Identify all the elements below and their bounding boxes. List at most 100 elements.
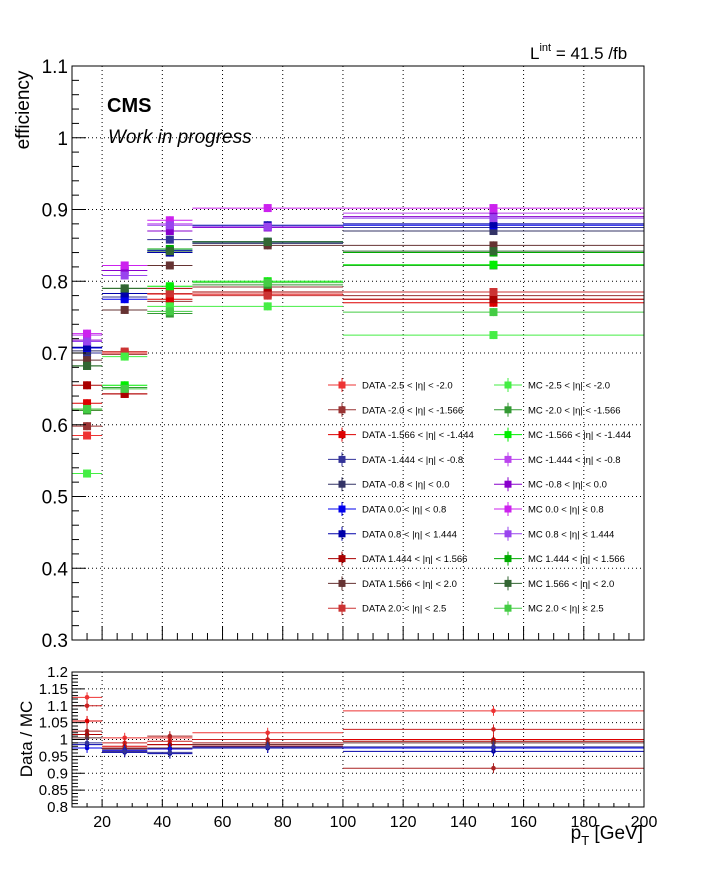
ratio-y-tick-label: 0.85 [39, 782, 68, 799]
legend-label: DATA -0.8 < |η| < 0.0 [362, 480, 450, 491]
series-14 [72, 212, 644, 345]
legend-entry: MC 1.444 < |η| < 1.566 [494, 551, 625, 566]
ratio-y-tick-label: 0.8 [47, 799, 68, 816]
legend-marker [504, 431, 512, 439]
data-point [165, 295, 174, 304]
series-13 [72, 209, 644, 340]
ratio-point [491, 744, 496, 750]
data-point [165, 247, 174, 256]
series-4 [72, 227, 644, 355]
ratio-point [84, 740, 90, 746]
data-point [489, 241, 498, 250]
legend-label: DATA 2.0 < |η| < 2.5 [362, 604, 446, 615]
y-tick-label: 0.6 [42, 416, 68, 437]
legend-label: MC 1.444 < |η| < 1.566 [528, 554, 625, 565]
series-18 [72, 237, 644, 370]
data-point [120, 266, 129, 275]
y-tick-label: 0.7 [42, 344, 68, 365]
legend-marker [504, 604, 512, 612]
legend-marker [338, 381, 346, 389]
series-17 [72, 237, 644, 370]
x-tick-label: 80 [274, 814, 292, 831]
legend-label: DATA -1.444 < |η| < -0.8 [362, 455, 463, 466]
legend-marker [504, 480, 512, 488]
x-tick-label: 120 [390, 814, 417, 831]
legend-marker [338, 579, 346, 587]
legend-entry: MC -2.5 < |η| < -2.0 [494, 378, 610, 392]
data-point [489, 295, 498, 304]
legend-entry: DATA 0.8 < |η| < 1.444 [328, 526, 457, 541]
data-point [120, 271, 129, 280]
data-point [83, 399, 92, 408]
data-point [165, 307, 174, 316]
legend-entry: DATA -1.444 < |η| < -0.8 [328, 452, 463, 467]
legend-label: DATA -1.566 < |η| < -1.444 [362, 430, 474, 441]
legend: DATA -2.5 < |η| < -2.0 DATA -2.0 < |η| < … [328, 378, 631, 616]
data-point [83, 343, 92, 352]
y-tick-label: 1.1 [42, 57, 68, 78]
ratio-y-tick-label: 0.95 [39, 748, 68, 765]
series-3 [72, 223, 644, 357]
data-point [120, 261, 129, 270]
legend-entry: MC 0.0 < |η| < 0.8 [494, 502, 604, 516]
legend-marker [338, 604, 346, 612]
data-point [489, 308, 498, 317]
ratio-point [84, 735, 90, 741]
ratio-marks [72, 692, 644, 774]
legend-entry: DATA 1.444 < |η| < 1.566 [328, 551, 467, 566]
data-point [120, 295, 129, 304]
legend-marker [504, 455, 512, 463]
legend-marker [338, 505, 346, 513]
ratio-point [167, 733, 173, 739]
y-tick-label: 0.3 [42, 631, 68, 652]
legend-entry: DATA -0.8 < |η| < 0.0 [328, 477, 450, 492]
data-point [83, 337, 92, 346]
x-tick-label: 160 [510, 814, 537, 831]
series-9 [72, 288, 644, 415]
legend-entry: MC -0.8 < |η| < 0.0 [494, 477, 607, 492]
y-tick-label: 1 [57, 129, 68, 150]
data-point [489, 331, 498, 340]
legend-entry: DATA 1.566 < |η| < 2.0 [328, 576, 457, 591]
ratio-point [491, 708, 496, 714]
legend-label: MC -2.0 < |η| < -1.566 [528, 405, 621, 416]
ratio-point [122, 749, 127, 754]
data-point [120, 284, 129, 293]
y-tick-label: 0.4 [42, 559, 69, 580]
data-point [83, 356, 92, 365]
ratio-y-tick-label: 1.15 [39, 681, 68, 698]
legend-marker [504, 579, 512, 587]
series-0 [72, 288, 644, 440]
data-point [489, 204, 498, 213]
legend-marker [504, 555, 512, 563]
data-point [165, 289, 174, 298]
series-16 [72, 214, 644, 346]
x-tick-label: 40 [153, 814, 171, 831]
y-tick-label: 0.9 [42, 201, 68, 222]
ratio-y-tick-label: 1.1 [47, 698, 68, 715]
legend-marker [338, 406, 346, 414]
data-point [83, 404, 92, 413]
legend-entry: MC -1.566 < |η| < -1.444 [494, 427, 631, 442]
y-tick-label: 0.5 [42, 488, 68, 509]
legend-label: DATA 0.0 < |η| < 0.8 [362, 505, 446, 516]
ratio-point [265, 730, 270, 736]
data-point [263, 291, 272, 300]
legend-entry: DATA 2.0 < |η| < 2.5 [328, 601, 446, 616]
legend-entry: MC 2.0 < |η| < 2.5 [494, 601, 604, 616]
ratio-point [84, 703, 90, 709]
data-point [120, 389, 129, 398]
ratio-y-tick-label: 1.05 [39, 715, 68, 732]
data-point [165, 261, 174, 270]
x-tick-label: 60 [214, 814, 232, 831]
ratio-y-tick-label: 1 [60, 732, 68, 749]
data-point [263, 237, 272, 246]
legend-marker [504, 505, 512, 513]
legend-label: DATA -2.5 < |η| < -2.0 [362, 381, 453, 392]
legend-marker [338, 480, 346, 488]
ratio-y-tick-label: 1.2 [47, 664, 68, 681]
data-point [165, 221, 174, 230]
legend-label: DATA 0.8 < |η| < 1.444 [362, 529, 457, 540]
